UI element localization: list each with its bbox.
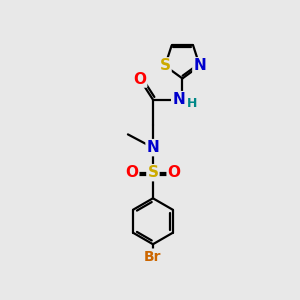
Text: O: O — [133, 71, 146, 86]
Text: Br: Br — [144, 250, 162, 264]
Text: S: S — [160, 58, 170, 73]
Text: H: H — [187, 97, 197, 110]
Text: N: N — [147, 140, 159, 155]
Text: O: O — [125, 165, 138, 180]
Text: S: S — [147, 165, 158, 180]
Text: N: N — [194, 58, 206, 73]
Text: O: O — [168, 165, 181, 180]
Text: N: N — [172, 92, 185, 107]
